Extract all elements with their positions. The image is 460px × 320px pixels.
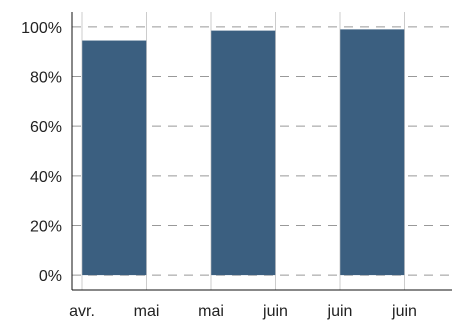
y-tick-label-20: 20% — [30, 218, 62, 235]
y-tick-label-80: 80% — [30, 70, 62, 87]
y-tick-label-40: 40% — [30, 169, 62, 186]
bar-2 — [340, 29, 405, 276]
x-tick-label-2: mai — [198, 303, 224, 320]
x-tick-label-1: mai — [134, 303, 160, 320]
x-tick-label-5: juin — [391, 303, 417, 320]
bar-0 — [82, 40, 147, 276]
y-tick-label-60: 60% — [30, 119, 62, 136]
y-tick-label-0: 0% — [39, 268, 62, 285]
y-tick-label-100: 100% — [21, 20, 62, 37]
axes — [71, 12, 452, 291]
grid — [72, 12, 452, 290]
x-tick-label-3: juin — [262, 303, 288, 320]
x-tick-label-4: juin — [327, 303, 353, 320]
x-tick-labels: avr. mai mai juin juin juin — [69, 303, 417, 320]
bar-1 — [211, 30, 276, 276]
bars — [82, 29, 405, 276]
y-tick-labels: 0% 20% 40% 60% 80% 100% — [21, 20, 62, 285]
x-tick-label-0: avr. — [69, 303, 95, 320]
